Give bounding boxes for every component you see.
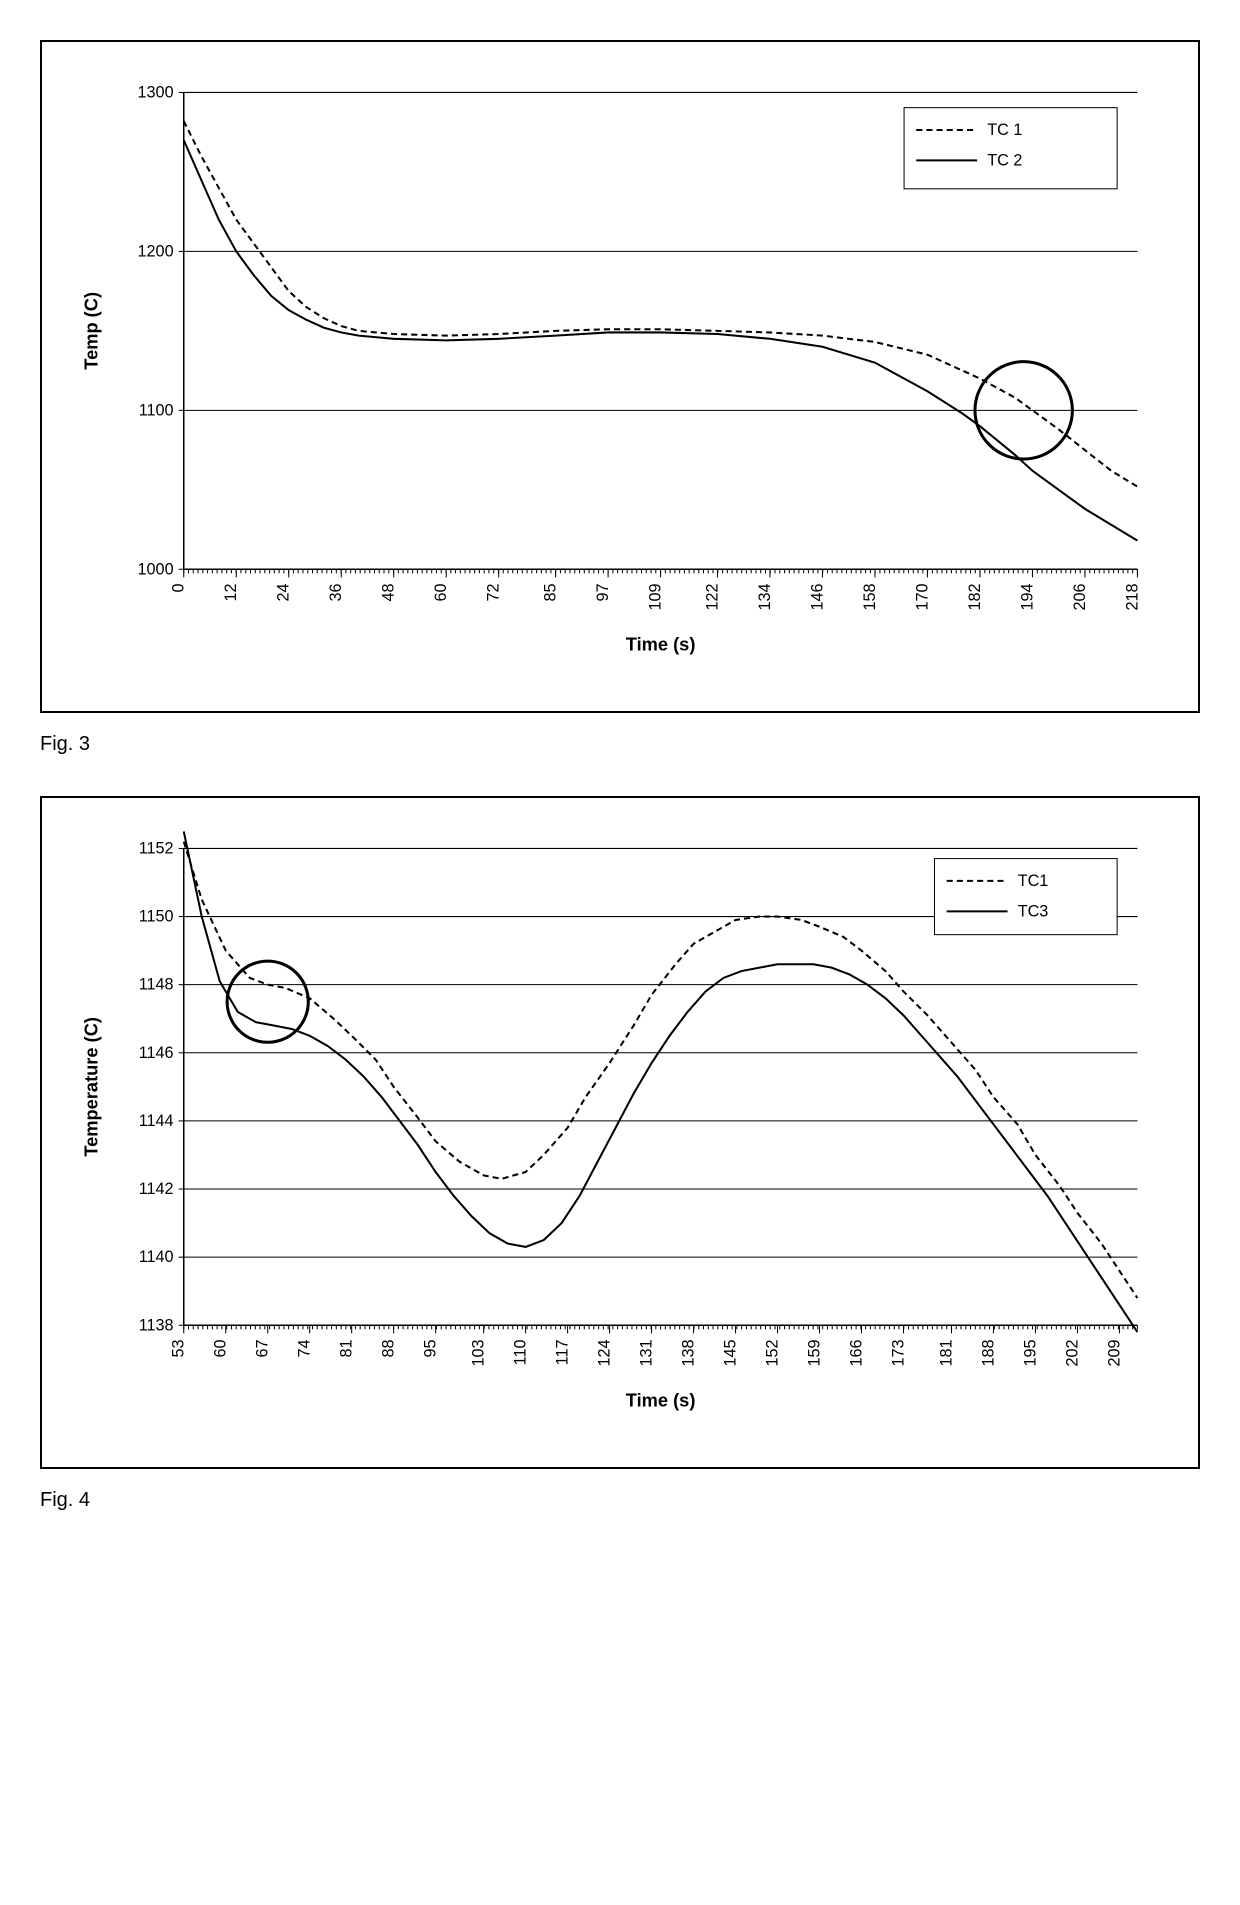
highlight-circle (227, 961, 308, 1042)
x-tick-label: 131 (638, 1339, 656, 1366)
x-tick-label: 12 (222, 583, 240, 601)
y-tick-label: 1100 (139, 401, 174, 419)
x-tick-label: 97 (594, 583, 612, 601)
x-tick-label: 74 (296, 1339, 314, 1357)
x-tick-label: 202 (1063, 1339, 1081, 1366)
x-tick-label: 145 (722, 1339, 740, 1366)
x-tick-label: 218 (1123, 583, 1141, 610)
x-axis-title: Time (s) (626, 633, 696, 654)
x-tick-label: 134 (756, 583, 774, 610)
x-tick-label: 181 (937, 1339, 955, 1366)
x-axis-title: Time (s) (626, 1389, 696, 1410)
x-tick-label: 36 (327, 583, 345, 601)
y-tick-label: 1146 (139, 1044, 174, 1062)
y-tick-label: 1140 (139, 1248, 174, 1266)
x-tick-label: 85 (542, 583, 560, 601)
x-tick-label: 53 (170, 1339, 188, 1357)
x-tick-label: 170 (913, 583, 931, 610)
x-tick-label: 182 (966, 583, 984, 610)
x-tick-label: 0 (170, 583, 188, 592)
legend-label: TC1 (1018, 872, 1049, 890)
x-tick-label: 48 (380, 583, 398, 601)
x-tick-label: 166 (848, 1339, 866, 1366)
x-tick-label: 206 (1071, 583, 1089, 610)
x-tick-label: 81 (338, 1339, 356, 1357)
x-tick-label: 138 (680, 1339, 698, 1366)
x-tick-label: 124 (596, 1339, 614, 1366)
x-tick-label: 117 (554, 1339, 572, 1365)
x-tick-label: 158 (861, 583, 879, 610)
y-tick-label: 1142 (139, 1180, 174, 1198)
x-tick-label: 95 (422, 1339, 440, 1357)
x-tick-label: 88 (380, 1339, 398, 1357)
x-tick-label: 159 (806, 1339, 824, 1366)
x-tick-label: 72 (485, 583, 503, 601)
series-TC2 (184, 140, 1138, 541)
x-tick-label: 173 (889, 1339, 907, 1366)
x-tick-label: 110 (512, 1339, 530, 1365)
x-tick-label: 24 (275, 583, 293, 601)
legend-label: TC 2 (987, 151, 1022, 169)
x-tick-label: 60 (432, 583, 450, 601)
x-tick-label: 188 (979, 1339, 997, 1366)
y-tick-label: 1148 (139, 976, 174, 994)
y-tick-label: 1300 (138, 84, 174, 102)
x-tick-label: 67 (254, 1339, 272, 1357)
legend-label: TC3 (1018, 902, 1049, 920)
x-tick-label: 122 (703, 583, 721, 610)
legend (935, 859, 1118, 935)
chart-fig3: 1000 1100 1200 1300 0 12 24 36 48 60 72 85 97 109 122 1… (40, 40, 1200, 713)
x-tick-label: 152 (764, 1339, 782, 1366)
x-tick-label: 209 (1105, 1339, 1123, 1366)
y-tick-label: 1138 (139, 1316, 174, 1334)
y-tick-label: 1144 (139, 1112, 174, 1130)
x-tick-label: 146 (808, 583, 826, 610)
y-tick-label: 1200 (138, 242, 174, 260)
y-tick-label: 1150 (139, 908, 174, 926)
x-tick-label: 194 (1018, 583, 1036, 610)
legend-label: TC 1 (987, 121, 1022, 139)
x-tick-label: 195 (1021, 1339, 1039, 1366)
x-tick-label: 103 (470, 1339, 488, 1366)
y-axis-title: Temperature (C) (81, 1017, 102, 1157)
chart-fig3-svg: 1000 1100 1200 1300 0 12 24 36 48 60 72 85 97 109 122 1… (62, 62, 1178, 691)
fig4-caption: Fig. 4 (40, 1489, 1200, 1512)
y-tick-label: 1000 (138, 560, 174, 578)
y-axis-title: Temp (C) (81, 292, 102, 370)
chart-fig4-svg: 1138 1140 1142 1144 1146 1148 1150 1152 53 60 67 74… (62, 818, 1178, 1447)
y-tick-label: 1152 (139, 840, 174, 858)
chart-fig4: 1138 1140 1142 1144 1146 1148 1150 1152 53 60 67 74… (40, 796, 1200, 1469)
fig3-caption: Fig. 3 (40, 733, 1200, 756)
x-tick-label: 60 (212, 1339, 230, 1357)
legend (904, 108, 1117, 189)
x-tick-label: 109 (647, 583, 665, 610)
